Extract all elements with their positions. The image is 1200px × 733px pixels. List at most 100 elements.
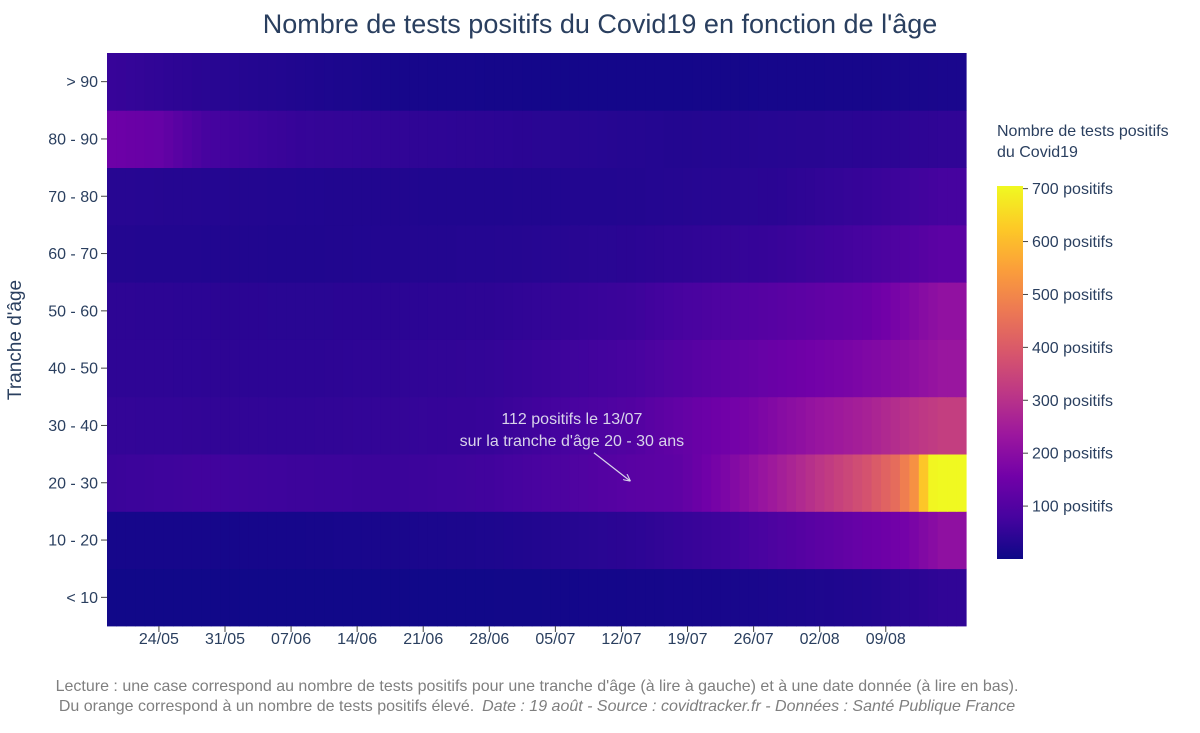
heatmap-cell <box>409 282 420 340</box>
heatmap-cell <box>899 568 910 627</box>
heatmap-cell <box>229 454 240 512</box>
heatmap-cell <box>191 511 202 570</box>
heatmap-cell <box>739 167 750 226</box>
heatmap-cell <box>352 568 363 627</box>
heatmap-cell <box>663 167 674 226</box>
heatmap-cell <box>418 167 429 226</box>
heatmap-cell <box>692 339 703 398</box>
footer-line2-italic: Date : 19 août - Source : covidtracker.f… <box>482 698 1015 715</box>
heatmap-cell <box>663 396 674 455</box>
heatmap-cell <box>956 396 967 455</box>
heatmap-cell <box>767 339 778 398</box>
heatmap-cell <box>135 167 146 226</box>
heatmap-cell <box>201 396 212 455</box>
heatmap-cell <box>465 339 476 398</box>
heatmap-cell <box>210 110 221 168</box>
heatmap-cell <box>484 110 495 168</box>
heatmap-cell <box>531 53 542 111</box>
heatmap-cell <box>777 568 788 627</box>
heatmap-cell <box>560 339 571 398</box>
colorbar-gradient <box>997 186 1023 559</box>
y-tick-label: 20 - 30 <box>48 475 98 492</box>
heatmap-cell <box>144 53 155 111</box>
heatmap-cell <box>352 511 363 570</box>
heatmap-cell <box>201 53 212 111</box>
heatmap-cell <box>899 110 910 168</box>
heatmap-cell <box>314 454 325 512</box>
heatmap-cell <box>361 167 372 226</box>
heatmap-cell <box>597 282 608 340</box>
heatmap-cell <box>588 339 599 398</box>
heatmap-cell <box>314 511 325 570</box>
heatmap-cell <box>767 568 778 627</box>
heatmap-cell <box>522 224 533 283</box>
y-tick-label: 40 - 50 <box>48 361 98 378</box>
heatmap-cell <box>899 53 910 111</box>
heatmap-cell <box>777 396 788 455</box>
heatmap-cell <box>465 396 476 455</box>
heatmap-cell <box>163 339 174 398</box>
heatmap-cell <box>645 167 656 226</box>
heatmap-cell <box>758 396 769 455</box>
heatmap-cell <box>663 511 674 570</box>
heatmap-cell <box>626 568 637 627</box>
heatmap-cell <box>191 339 202 398</box>
heatmap-cell <box>852 53 863 111</box>
heatmap-cell <box>210 224 221 283</box>
heatmap-cell <box>682 511 693 570</box>
heatmap-cell <box>720 568 731 627</box>
heatmap-cell <box>182 282 193 340</box>
heatmap-cell <box>418 568 429 627</box>
heatmap-cell <box>682 339 693 398</box>
heatmap-cell <box>635 167 646 226</box>
heatmap-cell <box>531 568 542 627</box>
heatmap-cell <box>107 568 118 627</box>
y-tick-label: 10 - 20 <box>48 533 98 550</box>
heatmap-cell <box>333 53 344 111</box>
heatmap-cell <box>824 167 835 226</box>
heatmap-cell <box>276 511 287 570</box>
heatmap-cell <box>125 511 136 570</box>
heatmap-cell <box>796 339 807 398</box>
heatmap-cell <box>324 224 335 283</box>
heatmap-cell <box>409 339 420 398</box>
heatmap-cell <box>607 396 618 455</box>
heatmap-cell <box>654 339 665 398</box>
heatmap-cell <box>843 110 854 168</box>
heatmap-cell <box>833 454 844 512</box>
heatmap-cell <box>720 282 731 340</box>
heatmap-cell <box>399 167 410 226</box>
heatmap-cell <box>494 167 505 226</box>
heatmap-cell <box>295 224 306 283</box>
heatmap-cell <box>380 53 391 111</box>
heatmap-cell <box>890 53 901 111</box>
heatmap-cell <box>730 454 741 512</box>
heatmap-cell <box>588 454 599 512</box>
heatmap-cell <box>154 53 165 111</box>
heatmap-cell <box>371 224 382 283</box>
heatmap-cell <box>550 224 561 283</box>
heatmap-cell <box>928 224 939 283</box>
heatmap-cell <box>569 339 580 398</box>
heatmap-cell <box>229 53 240 111</box>
heatmap-cell <box>578 339 590 398</box>
heatmap-cell <box>692 110 703 168</box>
heatmap-cell <box>456 224 467 283</box>
heatmap-cell <box>248 224 259 283</box>
heatmap-cell <box>352 282 363 340</box>
heatmap-cell <box>947 110 958 168</box>
heatmap-cell <box>409 396 420 455</box>
heatmap-cell <box>796 568 807 627</box>
heatmap-cell <box>135 53 146 111</box>
x-tick-label: 05/07 <box>535 631 575 648</box>
heatmap-cell <box>465 454 476 512</box>
heatmap-cell <box>352 396 363 455</box>
heatmap-cell <box>881 224 892 283</box>
heatmap-cell <box>248 568 259 627</box>
heatmap-cell <box>635 282 646 340</box>
heatmap-cell <box>748 282 759 340</box>
heatmap-cell <box>220 282 231 340</box>
x-tick-label: 07/06 <box>271 631 311 648</box>
footer-line1: Lecture : une case correspond au nombre … <box>56 678 1019 695</box>
heatmap-cell <box>607 167 618 226</box>
